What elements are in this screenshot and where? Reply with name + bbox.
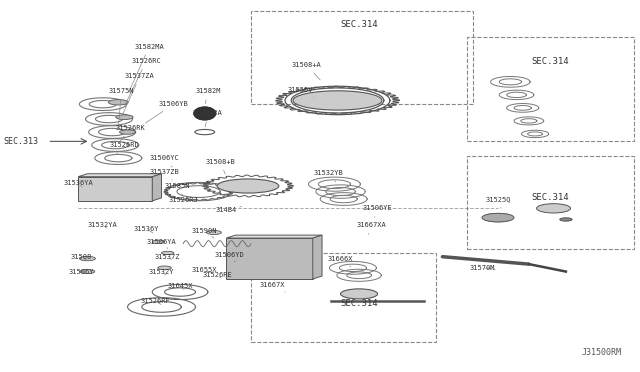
Text: 31532Y: 31532Y: [148, 269, 174, 275]
Circle shape: [194, 107, 216, 120]
Text: 31666X: 31666X: [328, 256, 353, 267]
Polygon shape: [227, 235, 322, 238]
Text: 314B4: 314B4: [216, 206, 242, 213]
Ellipse shape: [340, 289, 378, 299]
Text: 31506YA: 31506YA: [147, 239, 177, 248]
Ellipse shape: [482, 214, 514, 222]
Ellipse shape: [536, 204, 570, 213]
Text: 31536YA: 31536YA: [63, 180, 93, 187]
Text: 31667X: 31667X: [260, 282, 285, 292]
Ellipse shape: [80, 270, 95, 273]
Text: 31570M: 31570M: [470, 265, 495, 271]
Text: SEC.313: SEC.313: [3, 137, 38, 146]
Text: 31645X: 31645X: [167, 283, 193, 289]
Polygon shape: [227, 238, 313, 279]
Text: 31508+B: 31508+B: [205, 159, 235, 174]
Text: 31506Y: 31506Y: [68, 269, 94, 275]
Text: 31667XA: 31667XA: [356, 222, 387, 234]
Text: 31508+A: 31508+A: [292, 62, 321, 80]
Text: 31532YB: 31532YB: [314, 170, 343, 182]
Text: 31525Q: 31525Q: [485, 196, 511, 208]
Text: 31555V: 31555V: [287, 87, 314, 97]
Text: SEC.314: SEC.314: [340, 20, 378, 29]
Text: SEC.314: SEC.314: [340, 299, 378, 308]
Text: 31526RA: 31526RA: [193, 110, 223, 127]
Ellipse shape: [158, 266, 172, 270]
Text: J31500RM: J31500RM: [582, 348, 621, 357]
Polygon shape: [78, 177, 152, 201]
Ellipse shape: [120, 130, 136, 134]
Ellipse shape: [108, 100, 128, 105]
Polygon shape: [78, 174, 161, 177]
Text: 31655X: 31655X: [192, 267, 218, 273]
Text: 31590N: 31590N: [192, 228, 218, 238]
Ellipse shape: [79, 256, 95, 261]
Text: 31506YD: 31506YD: [214, 252, 244, 262]
Text: 31537ZA: 31537ZA: [122, 73, 155, 115]
Polygon shape: [313, 235, 322, 279]
Ellipse shape: [152, 240, 164, 244]
Ellipse shape: [161, 251, 174, 255]
Text: 31506YC: 31506YC: [150, 155, 179, 167]
Text: 31536Y: 31536Y: [133, 226, 159, 233]
Text: 31532YA: 31532YA: [88, 222, 118, 228]
Text: 31537Z: 31537Z: [155, 254, 180, 260]
Ellipse shape: [560, 218, 572, 221]
Polygon shape: [152, 174, 161, 201]
Text: 31526RK: 31526RK: [116, 125, 145, 141]
Text: 31537ZB: 31537ZB: [150, 169, 179, 180]
Text: 31526RC: 31526RC: [125, 58, 161, 103]
Text: 31508: 31508: [70, 254, 92, 260]
Text: 31582MA: 31582MA: [129, 44, 164, 92]
Ellipse shape: [217, 179, 279, 193]
Text: 31582M: 31582M: [195, 88, 221, 104]
Ellipse shape: [207, 231, 221, 234]
Text: 31585N: 31585N: [164, 183, 189, 196]
Text: 31526RJ: 31526RJ: [168, 197, 198, 209]
Text: 31506YB: 31506YB: [145, 101, 189, 123]
Text: 31526RF: 31526RF: [140, 298, 170, 304]
Text: 31526RD: 31526RD: [109, 142, 140, 155]
Ellipse shape: [293, 91, 382, 110]
Text: 31575N: 31575N: [109, 88, 134, 126]
Ellipse shape: [116, 115, 133, 119]
Text: SEC.314: SEC.314: [532, 57, 570, 66]
Text: 31526RE: 31526RE: [202, 272, 232, 278]
Text: 31506YE: 31506YE: [363, 205, 392, 218]
Text: SEC.314: SEC.314: [532, 193, 570, 202]
